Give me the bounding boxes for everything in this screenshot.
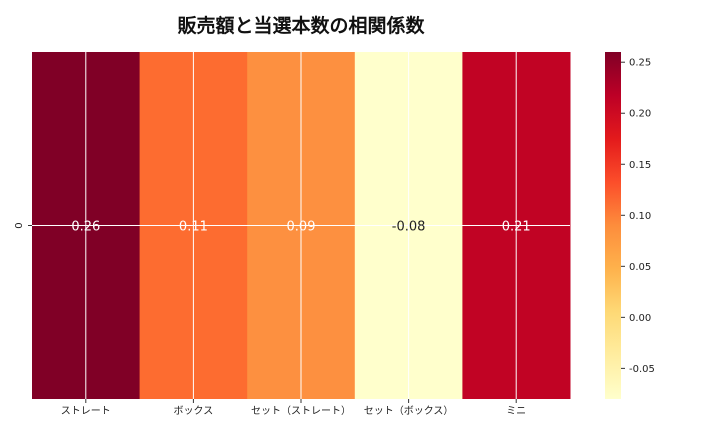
cell-value-label: 0.21 [502, 220, 531, 235]
x-tick-label: ミニ [506, 406, 526, 417]
cell-value-label: 0.26 [71, 220, 100, 235]
colorbar-tick-label: -0.05 [629, 364, 655, 375]
x-tick-label: ストレート [61, 406, 111, 417]
colorbar-tick-label: 0.10 [629, 211, 651, 222]
cell-value-label: 0.09 [287, 220, 316, 235]
heatmap-cell-labels: 0.26 0.11 0.09 -0.08 0.21 [71, 220, 530, 235]
y-axis-ticks: 0 [14, 222, 32, 229]
cell-value-label: -0.08 [392, 220, 426, 235]
colorbar [605, 52, 621, 399]
colorbar-tick-label: 0.15 [629, 160, 651, 171]
x-tick-label: セット（ストレート） [251, 405, 351, 417]
colorbar-ticks: -0.05 0.00 0.05 0.10 0.15 0.20 0.25 [621, 58, 655, 375]
chart-title: 販売額と当選本数の相関係数 [177, 14, 425, 37]
colorbar-tick-label: 0.05 [629, 262, 651, 273]
x-tick-label: ボックス [174, 405, 214, 417]
x-axis-ticks: ストレート ボックス セット（ストレート） セット（ボックス） ミニ [61, 399, 526, 417]
heatmap-gridlines [32, 52, 570, 399]
y-tick-label: 0 [14, 222, 25, 228]
colorbar-tick-label: 0.25 [629, 58, 651, 69]
colorbar-tick-label: 0.00 [629, 313, 651, 324]
cell-value-label: 0.11 [179, 220, 208, 235]
colorbar-tick-label: 0.20 [629, 109, 651, 120]
x-tick-label: セット（ボックス） [364, 405, 454, 417]
